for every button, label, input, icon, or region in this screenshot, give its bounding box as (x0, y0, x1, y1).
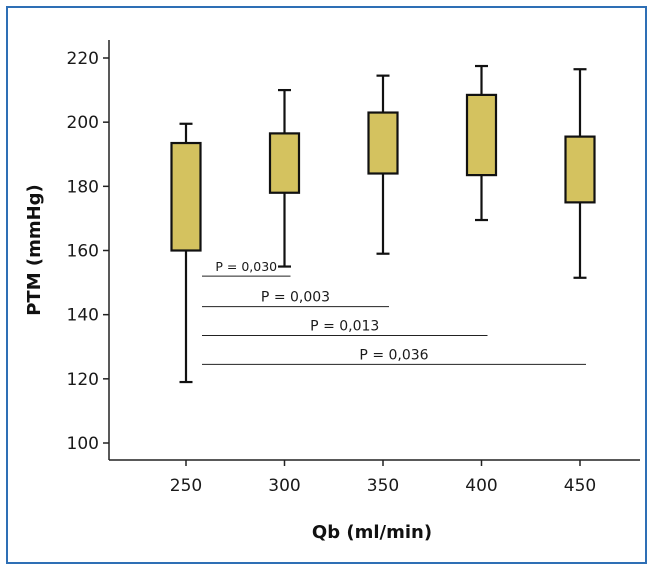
y-tick-label: 220 (67, 49, 99, 69)
box-iqr (268, 132, 301, 194)
box-iqr (367, 111, 399, 175)
p-value-annotation: P = 0,003 (202, 290, 389, 308)
box-400 (465, 64, 498, 222)
box-300 (268, 88, 301, 268)
box-350 (367, 74, 399, 255)
x-axis-title: Qb (ml/min) (312, 522, 432, 543)
box-450 (564, 68, 596, 279)
y-axis-title: PTM (mmHg) (24, 184, 45, 316)
p-value-label: P = 0,003 (261, 290, 330, 306)
p-value-annotation: P = 0,013 (202, 319, 488, 337)
y-tick-label: 180 (67, 177, 99, 197)
x-ticks: 250 300 350 400 450 (170, 460, 596, 496)
p-value-annotation: P = 0,036 (202, 347, 586, 365)
p-value-annotation: P = 0,030 (202, 259, 291, 277)
p-value-label: P = 0,036 (359, 347, 428, 363)
x-tick-label: 400 (465, 476, 497, 496)
x-tick-label: 250 (170, 476, 202, 496)
y-tick-label: 140 (67, 306, 99, 326)
y-tick-label: 200 (67, 113, 99, 133)
x-tick-label: 450 (564, 476, 596, 496)
y-tick-label: 100 (67, 434, 99, 454)
box-iqr (564, 135, 596, 204)
box-iqr (465, 93, 498, 177)
box-iqr (170, 141, 202, 252)
figure-frame (6, 6, 647, 564)
y-tick-label: 160 (67, 242, 99, 262)
p-value-label: P = 0,030 (215, 259, 277, 274)
x-tick-label: 350 (367, 476, 399, 496)
y-tick-label: 120 (67, 370, 99, 390)
boxes (170, 64, 596, 384)
box-250 (170, 122, 202, 384)
x-tick-label: 300 (268, 476, 300, 496)
p-value-label: P = 0,013 (310, 319, 379, 335)
y-ticks: 100 120 140 160 180 200 220 (67, 49, 109, 454)
p-value-annotations: P = 0,030 P = 0,003 P = 0,013 P = 0,036 (202, 259, 586, 365)
